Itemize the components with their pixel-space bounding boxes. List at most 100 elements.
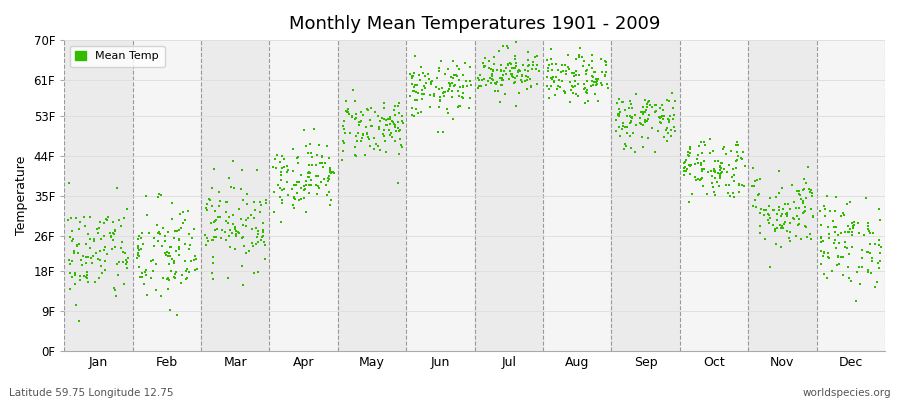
Point [569,67,583,74]
Point [299,178,313,184]
Point [727,172,742,178]
Point [654,113,669,119]
Point [500,45,515,51]
Point [612,124,626,130]
Point [825,267,840,274]
Point [796,198,810,204]
Point [151,229,166,236]
Point [799,224,814,230]
Point [206,254,220,261]
Point [315,160,329,166]
Point [599,81,614,87]
Point [388,121,402,128]
Point [450,88,464,94]
Point [419,80,434,86]
Point [349,115,364,122]
Point [489,81,503,88]
Point [280,163,294,170]
Point [665,90,680,96]
Point [789,204,804,211]
Point [338,108,353,114]
Point [236,234,250,240]
Point [518,78,532,84]
Point [681,153,696,160]
Point [814,261,828,267]
Point [68,272,82,278]
Point [580,87,594,93]
Point [698,158,712,165]
Point [113,223,128,229]
Point [477,63,491,70]
Point [166,258,181,264]
Point [318,160,332,166]
Point [477,76,491,82]
Point [433,94,447,100]
Point [838,244,852,250]
Point [122,255,136,262]
Point [551,66,565,73]
Point [684,162,698,168]
Point [391,124,405,131]
Point [798,204,813,210]
Point [62,180,77,186]
Point [97,233,112,240]
Point [836,254,850,260]
Point [652,128,666,134]
Point [89,226,104,232]
Point [714,170,728,176]
Point [584,73,598,79]
Point [105,230,120,236]
Point [577,81,591,87]
Point [403,92,418,99]
Point [486,67,500,74]
Point [843,199,858,205]
Point [394,118,409,124]
Point [440,66,454,72]
Point [872,206,886,212]
Point [834,254,849,260]
Point [73,219,87,226]
Point [851,220,866,226]
Point [447,82,462,88]
Point [796,187,810,193]
Point [713,164,727,170]
Point [273,194,287,200]
Point [168,248,183,254]
Point [508,79,523,86]
Point [611,112,625,119]
Point [663,113,678,119]
Point [567,72,581,79]
Point [715,160,729,166]
Point [847,222,861,228]
Point [379,149,393,156]
Point [770,217,784,224]
Point [247,270,261,276]
Point [514,77,528,83]
Point [274,164,289,171]
Point [304,150,319,157]
Point [345,114,359,120]
Point [417,90,431,97]
Point [220,220,235,226]
Point [643,102,657,108]
Point [832,239,846,246]
Point [757,212,771,218]
Point [482,65,497,72]
Point [230,230,244,237]
Point [104,232,119,239]
Point [140,192,154,199]
Point [108,227,122,234]
Point [222,232,237,239]
Point [320,192,334,198]
Point [105,237,120,243]
Point [512,90,526,96]
Point [315,154,329,160]
Point [62,256,77,263]
Point [550,86,564,92]
Point [816,238,831,244]
Point [609,100,624,106]
Point [373,147,387,154]
Point [616,120,631,126]
Point [73,273,87,280]
Point [181,208,195,214]
